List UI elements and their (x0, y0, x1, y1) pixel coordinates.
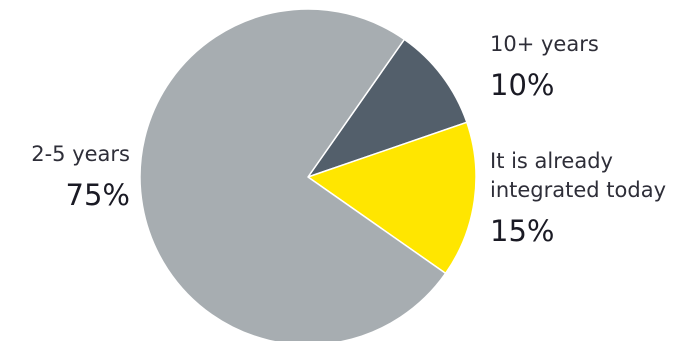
slice-name-already-integrated-line2: integrated today (490, 178, 666, 202)
slice-value-10plus-years: 10% (490, 68, 555, 102)
slice-name-10plus-years: 10+ years (490, 32, 599, 56)
label-already-integrated: It is already integrated today 15% (490, 147, 666, 249)
slice-already-integrated (307, 121, 477, 275)
slice-2-5-years (139, 8, 447, 341)
slice-10plus-years (307, 38, 468, 178)
slice-value-2-5-years: 75% (65, 178, 130, 212)
slice-value-already-integrated: 15% (490, 214, 555, 248)
slice-name-2-5-years: 2-5 years (31, 142, 130, 166)
slice-name-already-integrated-line1: It is already (490, 149, 613, 173)
label-2-5-years: 2-5 years 75% (6, 140, 130, 213)
pie-slices (139, 8, 477, 341)
label-10plus-years: 10+ years 10% (490, 30, 599, 103)
